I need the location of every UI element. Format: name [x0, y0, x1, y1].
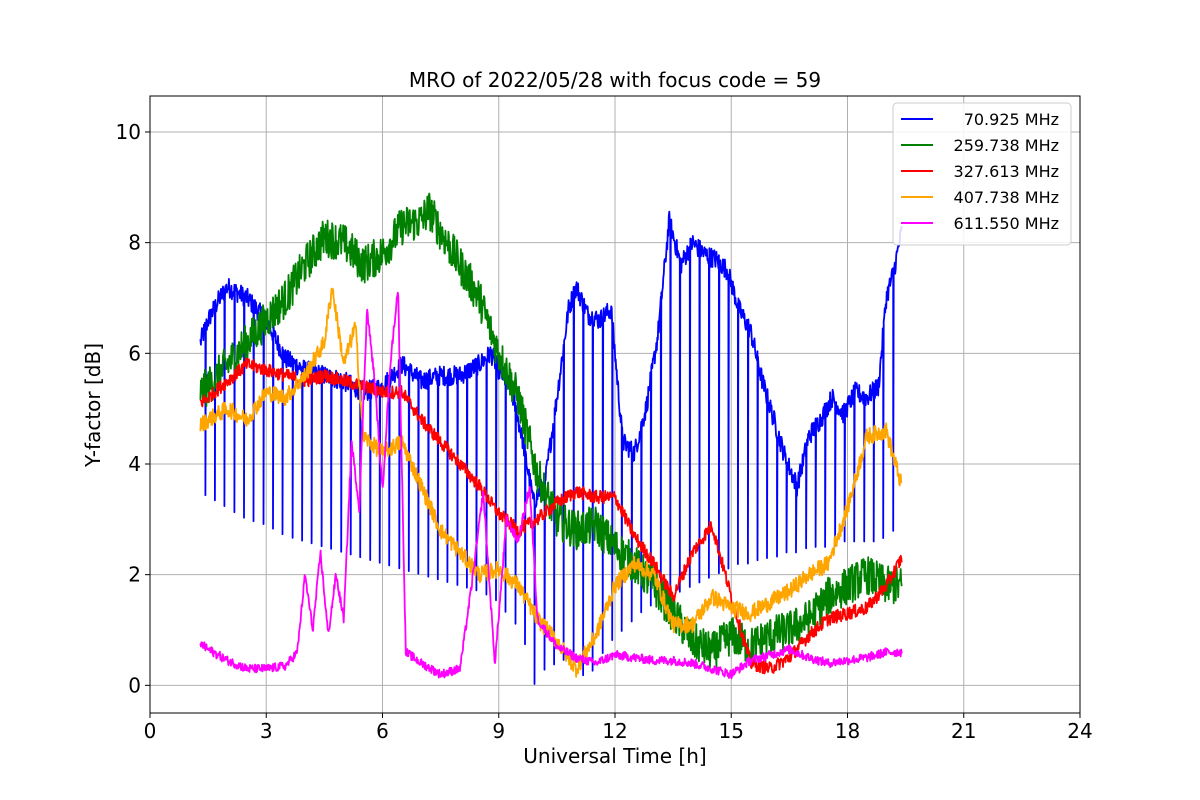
y-tick-label: 4: [128, 452, 141, 476]
y-tick-label: 2: [128, 563, 141, 587]
y-axis-label: Y-factor [dB]: [81, 343, 105, 468]
legend-entry: 611.550 MHz: [954, 214, 1059, 233]
legend-entry: 70.925 MHz: [964, 110, 1059, 129]
chart-title: MRO of 2022/05/28 with focus code = 59: [409, 68, 821, 92]
series-line-3: [199, 357, 903, 675]
x-axis-label: Universal Time [h]: [523, 744, 706, 768]
x-tick-label: 24: [1067, 719, 1092, 743]
x-tick-label: 18: [835, 719, 860, 743]
legend-box: [892, 102, 1072, 246]
series-line-4: [199, 287, 903, 678]
x-tick-label: 12: [602, 719, 627, 743]
x-tick-label: 0: [144, 719, 157, 743]
series-line-5: [199, 291, 903, 680]
y-tick-label: 10: [116, 120, 141, 144]
x-tick-label: 3: [260, 719, 273, 743]
x-tick-label: 6: [376, 719, 389, 743]
legend: 70.925 MHz 259.738 MHz 327.613 MHz 407.738 …: [892, 102, 1072, 246]
y-tick-label: 8: [128, 231, 141, 255]
x-tick-label: 9: [492, 719, 505, 743]
y-tick-label: 6: [128, 341, 141, 365]
x-tick-label: 21: [951, 719, 976, 743]
series-group: [199, 192, 903, 685]
legend-entry: 259.738 MHz: [954, 136, 1059, 155]
legend-entry: 327.613 MHz: [954, 162, 1059, 181]
legend-entry: 407.738 MHz: [954, 188, 1059, 207]
series-line-2: [199, 192, 903, 669]
y-tick-label: 0: [128, 673, 141, 697]
x-tick-label: 15: [719, 719, 744, 743]
